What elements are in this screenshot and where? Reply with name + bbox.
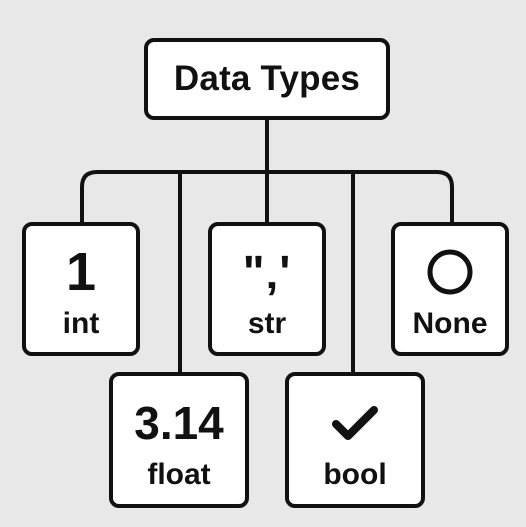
str-label: str xyxy=(247,306,287,340)
float-symbol: 3.14 xyxy=(134,396,224,449)
type-node-float: 3.14 float xyxy=(109,372,249,508)
type-node-str: "‚' str xyxy=(208,222,326,356)
none-label: None xyxy=(412,306,488,340)
type-node-int: 1 int xyxy=(22,222,140,356)
type-node-none: None xyxy=(391,222,509,356)
bool-label: bool xyxy=(323,457,387,491)
circle-icon xyxy=(425,243,475,301)
int-symbol: 1 xyxy=(65,241,97,302)
str-quote-symbol: "‚' xyxy=(242,245,292,298)
type-node-bool: bool xyxy=(285,372,425,508)
float-label: float xyxy=(147,457,211,491)
root-title: Data Types xyxy=(173,59,361,98)
root-node-data-types: Data Types xyxy=(144,38,390,120)
branch-rail-line xyxy=(80,170,454,224)
check-icon xyxy=(327,394,383,452)
int-label: int xyxy=(62,306,100,340)
